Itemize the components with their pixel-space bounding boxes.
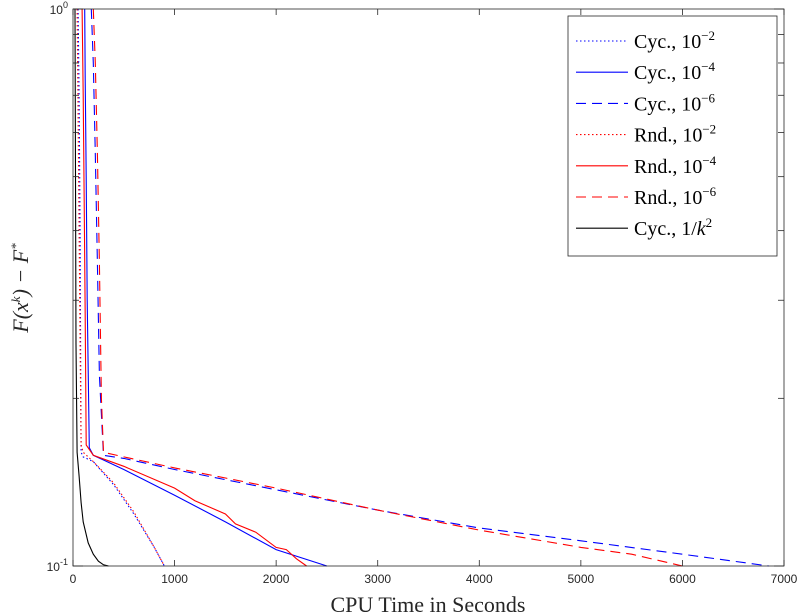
y-tick-label: 10-1 bbox=[47, 557, 68, 574]
legend-box bbox=[567, 15, 778, 257]
x-tick-label: 4000 bbox=[466, 572, 493, 586]
legend-label-5: Rnd., 10−6 bbox=[634, 184, 717, 209]
x-tick-label: 6000 bbox=[669, 572, 696, 586]
y-tick-label: 100 bbox=[50, 0, 68, 17]
legend-label-1: Cyc., 10−4 bbox=[634, 59, 716, 84]
series-line-5 bbox=[92, 8, 683, 567]
legend-label-3: Rnd., 10−2 bbox=[634, 122, 716, 147]
legend-label-0: Cyc., 10−2 bbox=[634, 28, 715, 53]
x-tick-label: 1000 bbox=[161, 572, 188, 586]
x-tick-label: 7000 bbox=[771, 572, 797, 586]
series-layer bbox=[74, 8, 769, 567]
axis-layer: 0 1000 2000 3000 4000 5000 6000 7000 100 10-1 bbox=[47, 0, 797, 586]
x-tick-label: 2000 bbox=[263, 572, 290, 586]
plot-frame bbox=[72, 8, 785, 567]
x-tick-label: 0 bbox=[70, 572, 77, 586]
legend-label-6: Cyc., 1/k2 bbox=[634, 215, 712, 240]
legend-label-4: Rnd., 10−4 bbox=[634, 153, 717, 178]
x-tick-label: 3000 bbox=[364, 572, 391, 586]
series-line-0 bbox=[77, 8, 165, 567]
x-tick-label: 5000 bbox=[568, 572, 595, 586]
x-axis-title: CPU Time in Seconds bbox=[331, 592, 526, 616]
series-line-2 bbox=[90, 8, 769, 567]
series-line-6 bbox=[74, 8, 109, 567]
legend-label-2: Cyc., 10−6 bbox=[634, 90, 716, 115]
legend: Cyc., 10−2 Cyc., 10−4 Cyc., 10−6 Rnd., 10−2… bbox=[567, 15, 778, 257]
y-axis-title: F(xk) − F* bbox=[8, 243, 33, 334]
series-line-4 bbox=[81, 8, 307, 567]
